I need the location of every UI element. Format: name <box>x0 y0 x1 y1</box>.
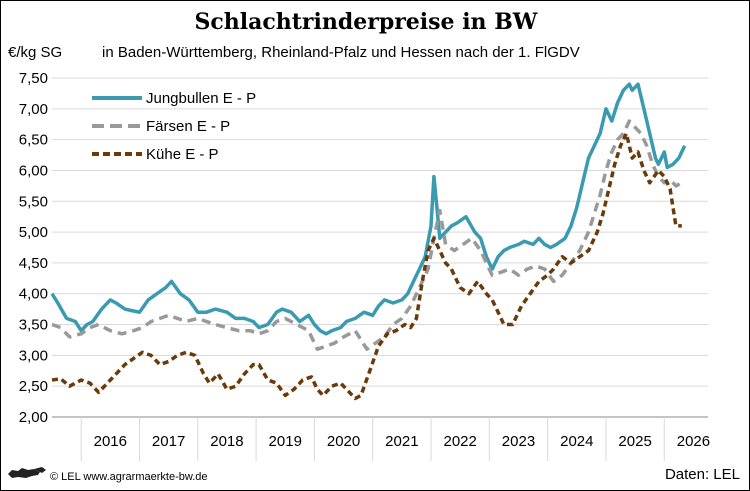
y-tick-label: 7,50 <box>19 70 48 87</box>
y-tick-label: 4,50 <box>19 255 48 272</box>
x-tick-label: 2017 <box>152 433 185 450</box>
y-tick-label: 2,00 <box>19 409 48 426</box>
x-tick-label: 2021 <box>385 433 418 450</box>
y-tick-label: 4,00 <box>19 286 48 303</box>
lion-logo-icon <box>8 467 46 478</box>
grid-lines <box>52 77 708 461</box>
y-tick-label: 5,00 <box>19 224 48 241</box>
y-tick-label: 6,50 <box>19 132 48 149</box>
copyright-text: © LEL www.agrarmaerkte-bw.de <box>50 471 208 483</box>
series-line-1 <box>51 119 683 351</box>
legend: Jungbullen E - P Färsen E - P Kühe E - P <box>92 90 256 163</box>
y-tick-label: 6,00 <box>19 162 48 179</box>
y-axis-label: €/kg SG <box>8 44 62 61</box>
y-tick-label: 3,50 <box>19 317 48 334</box>
x-tick-label: 2026 <box>677 433 710 450</box>
x-tick-labels: 2016 2017 2018 2019 2020 2021 2022 2023 2024 2025… <box>94 433 710 450</box>
series-line-2 <box>51 131 682 401</box>
legend-label: Kühe E - P <box>146 146 219 163</box>
chart-title: Schlachtrinderpreise in BW <box>194 9 537 35</box>
y-tick-label: 3,00 <box>19 347 48 364</box>
y-tick-label: 2,50 <box>19 378 48 395</box>
x-tick-label: 2016 <box>94 433 127 450</box>
data-source: Daten: LEL <box>665 466 740 483</box>
series-lines <box>50 82 687 401</box>
x-tick-label: 2018 <box>210 433 243 450</box>
x-tick-label: 2024 <box>560 433 593 450</box>
chart-subtitle: in Baden-Württemberg, Rheinland-Pfalz un… <box>102 44 580 61</box>
legend-label: Jungbullen E - P <box>146 90 256 107</box>
x-tick-label: 2022 <box>443 433 476 450</box>
x-tick-label: 2019 <box>269 433 302 450</box>
x-tick-label: 2023 <box>502 433 535 450</box>
y-tick-label: 5,50 <box>19 193 48 210</box>
x-tick-label: 2020 <box>327 433 360 450</box>
legend-label: Färsen E - P <box>146 118 230 135</box>
x-tick-label: 2025 <box>618 433 651 450</box>
series-line-0 <box>50 82 687 336</box>
y-tick-labels: 2,00 2,50 3,00 3,50 4,00 4,50 5,00 5,50 6,00 6,50… <box>19 70 48 426</box>
y-tick-label: 7,00 <box>19 101 48 118</box>
